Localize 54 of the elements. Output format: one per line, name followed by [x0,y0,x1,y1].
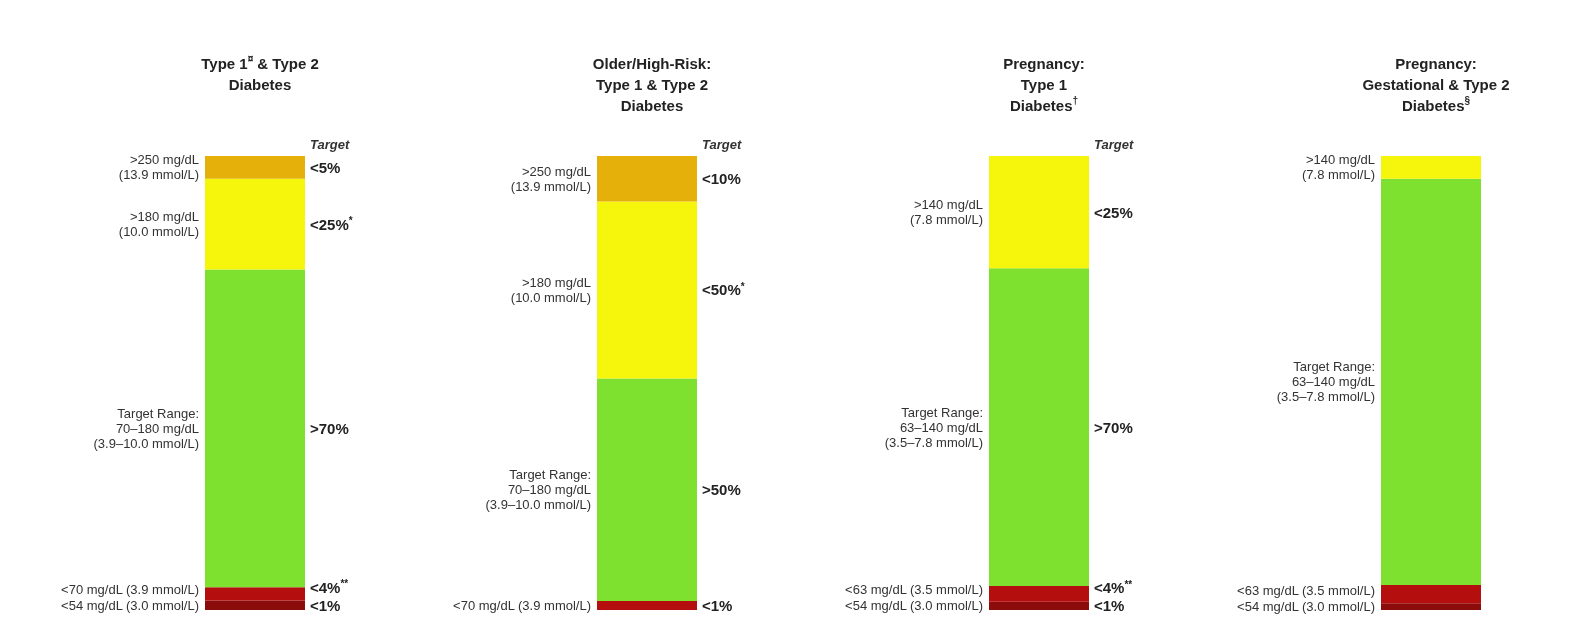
bar [205,587,305,601]
text: <4%** [310,578,349,596]
series-label: >140 mg/dL (7.8 mmol/L) [910,197,983,228]
series-label: <63 mg/dL (3.5 mmol/L) [1237,583,1375,599]
series-label: <70 mg/dL (3.9 mmol/L) [453,597,591,613]
series-label: Target Range: 63–140 mg/dL (3.5–7.8 mmol/L) [1276,359,1375,405]
text: Target [1094,136,1134,152]
series-label: <63 mg/dL (3.5 mmol/L) [845,582,983,598]
bar [989,601,1089,610]
series-label: Target Range: 70–180 mg/dL (3.9–10.0 mmol/L) [485,467,591,513]
text: <1% [310,596,341,614]
series-label: >180 mg/dL (10.0 mmol/L) [510,274,591,305]
chart-title: Older/High-Risk: Type 1 & Type 2 Diabetes [592,55,712,114]
text: <25%* [310,215,353,233]
text: <4%** [1094,578,1133,597]
bar [597,156,697,202]
series-label: Target Range: 63–140 mg/dL (3.5–7.8 mmol/L) [884,404,983,450]
text: <10% [702,170,741,188]
chart-title: Type 1¤ & Type 2 Diabetes [201,52,319,93]
bar [1381,585,1481,604]
bar [597,378,697,601]
bar [597,600,697,610]
series-label: >180 mg/dL (10.0 mmol/L) [118,209,199,240]
bar [1381,178,1481,586]
bar [205,269,305,588]
text: <1% [1094,597,1125,615]
bar [1381,156,1481,179]
bar [989,156,1089,269]
text: Target [702,136,742,152]
text: Target [310,136,350,152]
chart-title: Pregnancy: Gestational & Type 2 Diabetes§ [1362,55,1510,114]
text: >70% [1094,418,1133,436]
series-label: >250 mg/dL (13.9 mmol/L) [510,163,591,194]
series-label: >140 mg/dL (7.8 mmol/L) [1302,152,1375,183]
bar [1381,603,1481,610]
text: <1% [702,596,733,614]
series-label: <54 mg/dL (3.0 mmol/L) [1237,599,1375,615]
text: <50%* [702,280,745,299]
bar [597,201,697,379]
series-label: Target Range: 70–180 mg/dL (3.9–10.0 mmol/L) [93,405,199,451]
text: >70% [310,419,349,437]
text: <25% [1094,203,1133,221]
series-label: <54 mg/dL (3.0 mmol/L) [61,597,199,613]
chart-title: Pregnancy: Type 1 Diabetes† [1003,55,1085,114]
series-label: <54 mg/dL (3.0 mmol/L) [845,598,983,614]
series-label: <70 mg/dL (3.9 mmol/L) [61,581,199,597]
bar [989,268,1089,586]
bar [205,156,305,179]
text: >50% [702,481,741,499]
bar [205,600,305,610]
text: <5% [310,158,341,176]
bar [205,178,305,270]
series-label: >250 mg/dL (13.9 mmol/L) [118,152,199,183]
bar [989,585,1089,602]
